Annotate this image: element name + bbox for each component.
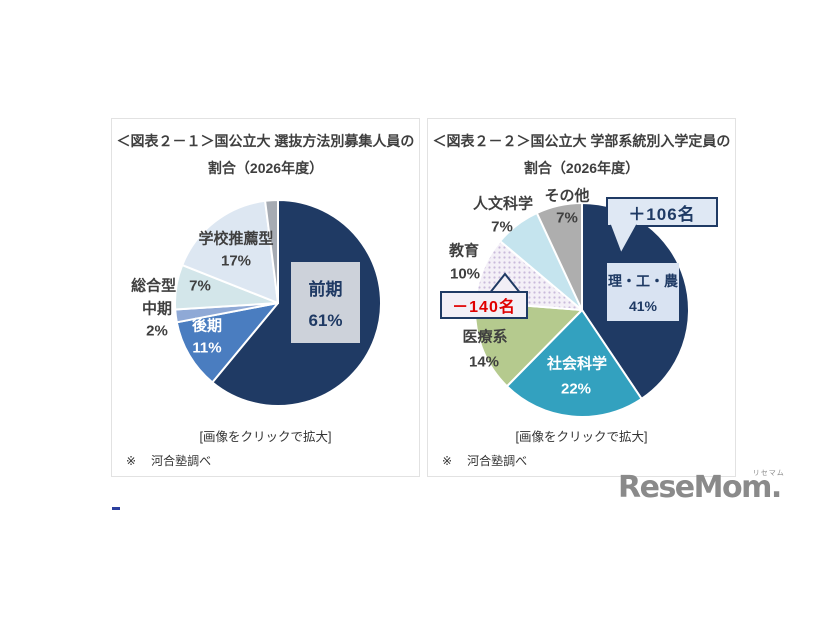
pie-slice-学校推薦型 (181, 199, 279, 304)
slice-label: 後期 (191, 317, 223, 335)
slice-label: 社会科学 (546, 355, 608, 373)
slice-label: 医療系 (462, 328, 508, 346)
center-label: 理・工・農 (608, 272, 678, 289)
slice-percent: 7% (491, 218, 513, 236)
slice-label-row: 総合型 7% (131, 279, 211, 294)
center-label-box: 前期 61% (291, 262, 360, 343)
chart-title-line1: ＜図表２－１＞国公立大 選抜方法別募集人員の (116, 133, 415, 149)
chart-title-line1: ＜図表２－２＞国公立大 学部系統別入学定員の (432, 133, 731, 149)
pie-slice-unlabeled (264, 198, 279, 304)
center-percent: 61% (308, 310, 343, 330)
pie-slice-社会科学 (505, 309, 643, 418)
slice-percent: 11% (192, 339, 222, 357)
chart-title-line2: 割合（2026年度） (207, 160, 324, 177)
slice-label: 教育 (448, 242, 480, 260)
slice-percent: 10% (449, 265, 481, 283)
slice-percent: 22% (560, 380, 592, 398)
slice-label: その他 (544, 187, 590, 205)
chart-title: ＜図表２－２＞国公立大 学部系統別入学定員の 割合（2026年度） (428, 128, 735, 183)
slice-percent: 17% (220, 252, 252, 270)
annotation-plus-pointer (609, 224, 638, 257)
inline-link-dash[interactable] (112, 507, 120, 510)
source-note: ※ 河合塾調べ (442, 452, 527, 469)
center-label: 前期 (308, 279, 343, 299)
slice-label: 学校推薦型 (198, 230, 274, 248)
slice-percent: 7% (189, 277, 211, 295)
figure-card-faculty-system[interactable]: ＜図表２－２＞国公立大 学部系統別入学定員の 割合（2026年度） その他 7%… (427, 118, 736, 477)
annotation-minus-140: －140名 (440, 291, 528, 319)
slice-label: 総合型 (131, 277, 177, 295)
figure-card-admission-method[interactable]: ＜図表２－１＞国公立大 選抜方法別募集人員の 割合（2026年度） 学校推薦型 … (111, 118, 420, 477)
source-note-text: 河合塾調べ (467, 454, 528, 468)
logo-ruby: リセマム (752, 470, 785, 477)
slice-label: 中期 (141, 300, 173, 318)
slice-label: 人文科学 (472, 195, 534, 213)
resemom-logo: ReseMom. リセマム (618, 470, 784, 505)
slice-percent: 14% (468, 353, 500, 371)
logo-period: . (770, 470, 782, 505)
center-percent: 41% (628, 297, 658, 314)
click-to-enlarge-caption: [画像をクリックで拡大] (515, 430, 648, 444)
slice-percent: 2% (146, 322, 168, 340)
click-to-enlarge-caption: [画像をクリックで拡大] (199, 430, 332, 444)
source-note-text: 河合塾調べ (151, 454, 212, 468)
pie-slice-後期 (175, 302, 279, 384)
reference-mark: ※ (442, 454, 453, 468)
source-note: ※ 河合塾調べ (126, 452, 211, 469)
annotation-minus-pointer (488, 272, 522, 295)
center-label-box: 理・工・農 41% (607, 263, 679, 321)
reference-mark: ※ (126, 454, 137, 468)
chart-title-line2: 割合（2026年度） (523, 160, 640, 177)
pie-slice-その他 (535, 202, 583, 311)
logo-text: ReseMom (618, 470, 772, 505)
chart-title: ＜図表２－１＞国公立大 選抜方法別募集人員の 割合（2026年度） (112, 128, 419, 183)
annotation-plus-106: ＋106名 (606, 197, 718, 227)
slice-percent: 7% (556, 209, 578, 227)
